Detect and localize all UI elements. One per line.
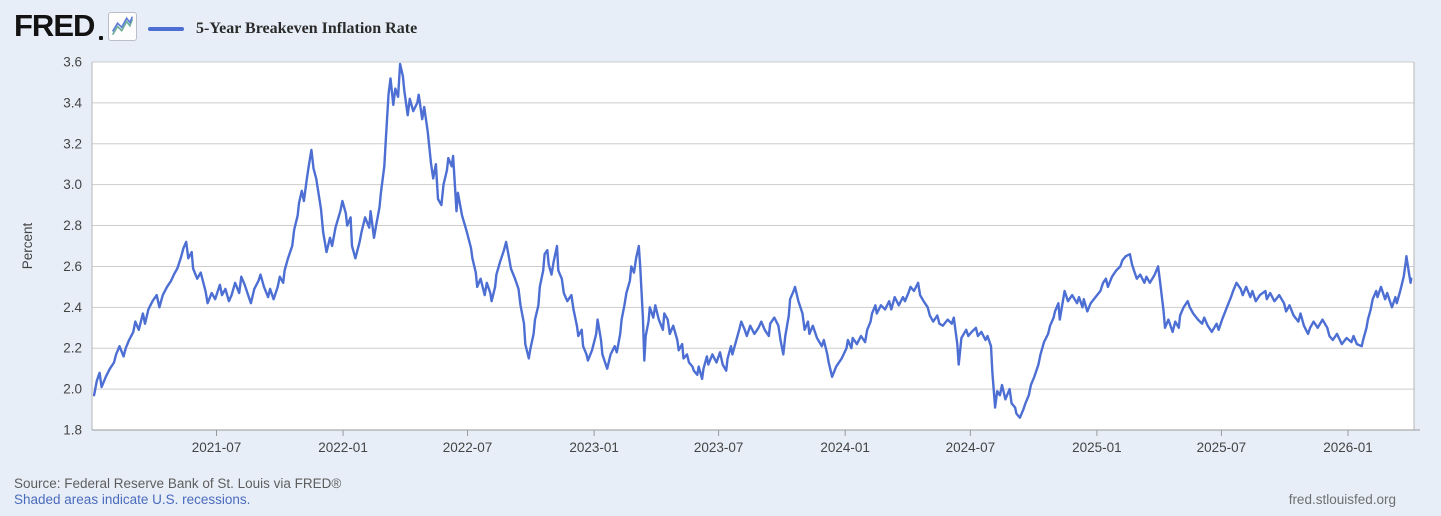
x-tick-label: 2024-07 <box>946 440 996 455</box>
legend-series-swatch <box>148 27 184 31</box>
plot-area[interactable] <box>92 62 1414 430</box>
y-tick-label: 2.0 <box>63 382 82 397</box>
x-tick-label: 2022-07 <box>443 440 493 455</box>
x-tick-label: 2021-07 <box>192 440 242 455</box>
recession-note-link[interactable]: Shaded areas indicate U.S. recessions. <box>14 492 251 507</box>
y-tick-label: 1.8 <box>63 423 82 438</box>
series-line[interactable] <box>92 62 1413 419</box>
line-chart[interactable]: 3.6 3.4 3.2 3.0 2.8 2.6 2.4 2.2 2.0 1.8 2021-07 202… <box>0 0 1441 465</box>
y-tick-label: 2.2 <box>63 341 82 356</box>
x-tick-label: 2025-01 <box>1072 440 1122 455</box>
y-tick-label: 2.4 <box>63 300 82 315</box>
fred-logo-registered-dot <box>99 36 103 40</box>
x-tick-label: 2023-07 <box>694 440 744 455</box>
y-tick-label: 2.8 <box>63 218 82 233</box>
y-tick-label: 3.6 <box>63 55 82 70</box>
x-tick-label: 2026-01 <box>1323 440 1373 455</box>
line-chart-icon <box>108 12 137 41</box>
site-url-text: fred.stlouisfed.org <box>1288 492 1396 507</box>
y-tick-label: 3.2 <box>63 136 82 151</box>
y-tick-label: 3.4 <box>63 95 82 110</box>
x-tick-label: 2024-01 <box>820 440 870 455</box>
legend-series-label[interactable]: 5-Year Breakeven Inflation Rate <box>196 20 418 37</box>
x-tick-label: 2022-01 <box>318 440 368 455</box>
y-tick-label: 3.0 <box>63 177 82 192</box>
x-tick-label: 2023-01 <box>569 440 619 455</box>
y-tick-label: 2.6 <box>63 259 82 274</box>
chart-header: FRED 5-Year Breakeven Inflation Rate <box>0 0 1441 52</box>
y-axis-title: Percent <box>20 222 35 269</box>
fred-logo: FRED <box>14 8 95 43</box>
x-tick-label: 2025-07 <box>1197 440 1247 455</box>
source-text: Source: Federal Reserve Bank of St. Loui… <box>14 476 342 491</box>
